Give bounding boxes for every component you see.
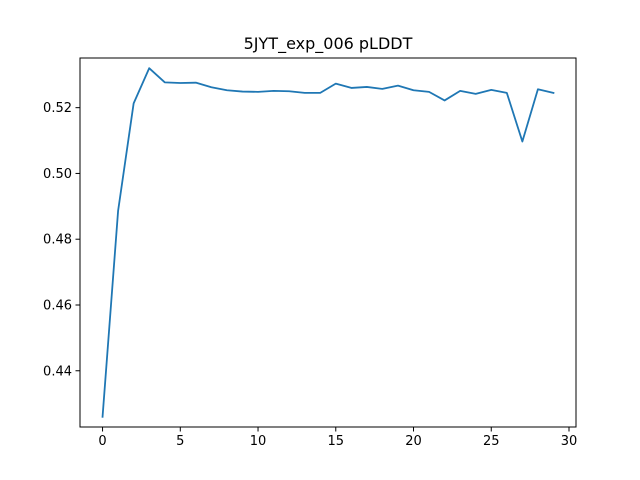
x-tick-label: 20 <box>405 434 422 449</box>
x-tick-label: 0 <box>98 434 106 449</box>
series-line <box>101 67 555 418</box>
x-tick-label: 25 <box>483 434 500 449</box>
x-tick-label: 30 <box>561 434 578 449</box>
x-tick-label: 5 <box>176 434 184 449</box>
x-tick-label: 15 <box>328 434 345 449</box>
y-tick-label: 0.52 <box>43 101 72 116</box>
y-tick-label: 0.44 <box>43 364 72 379</box>
y-tick-label: 0.48 <box>43 233 72 248</box>
y-tick-label: 0.46 <box>43 298 72 313</box>
y-tick-label: 0.50 <box>43 167 72 182</box>
axes: 0 5 10 15 20 25 30 0.44 0.46 0.48 0.50 0.52 <box>43 57 578 449</box>
x-tick-label: 10 <box>250 434 267 449</box>
plot-area <box>101 67 555 418</box>
axes-frame <box>79 57 577 428</box>
chart-title: 5JYT_exp_006 pLDDT <box>244 34 413 54</box>
